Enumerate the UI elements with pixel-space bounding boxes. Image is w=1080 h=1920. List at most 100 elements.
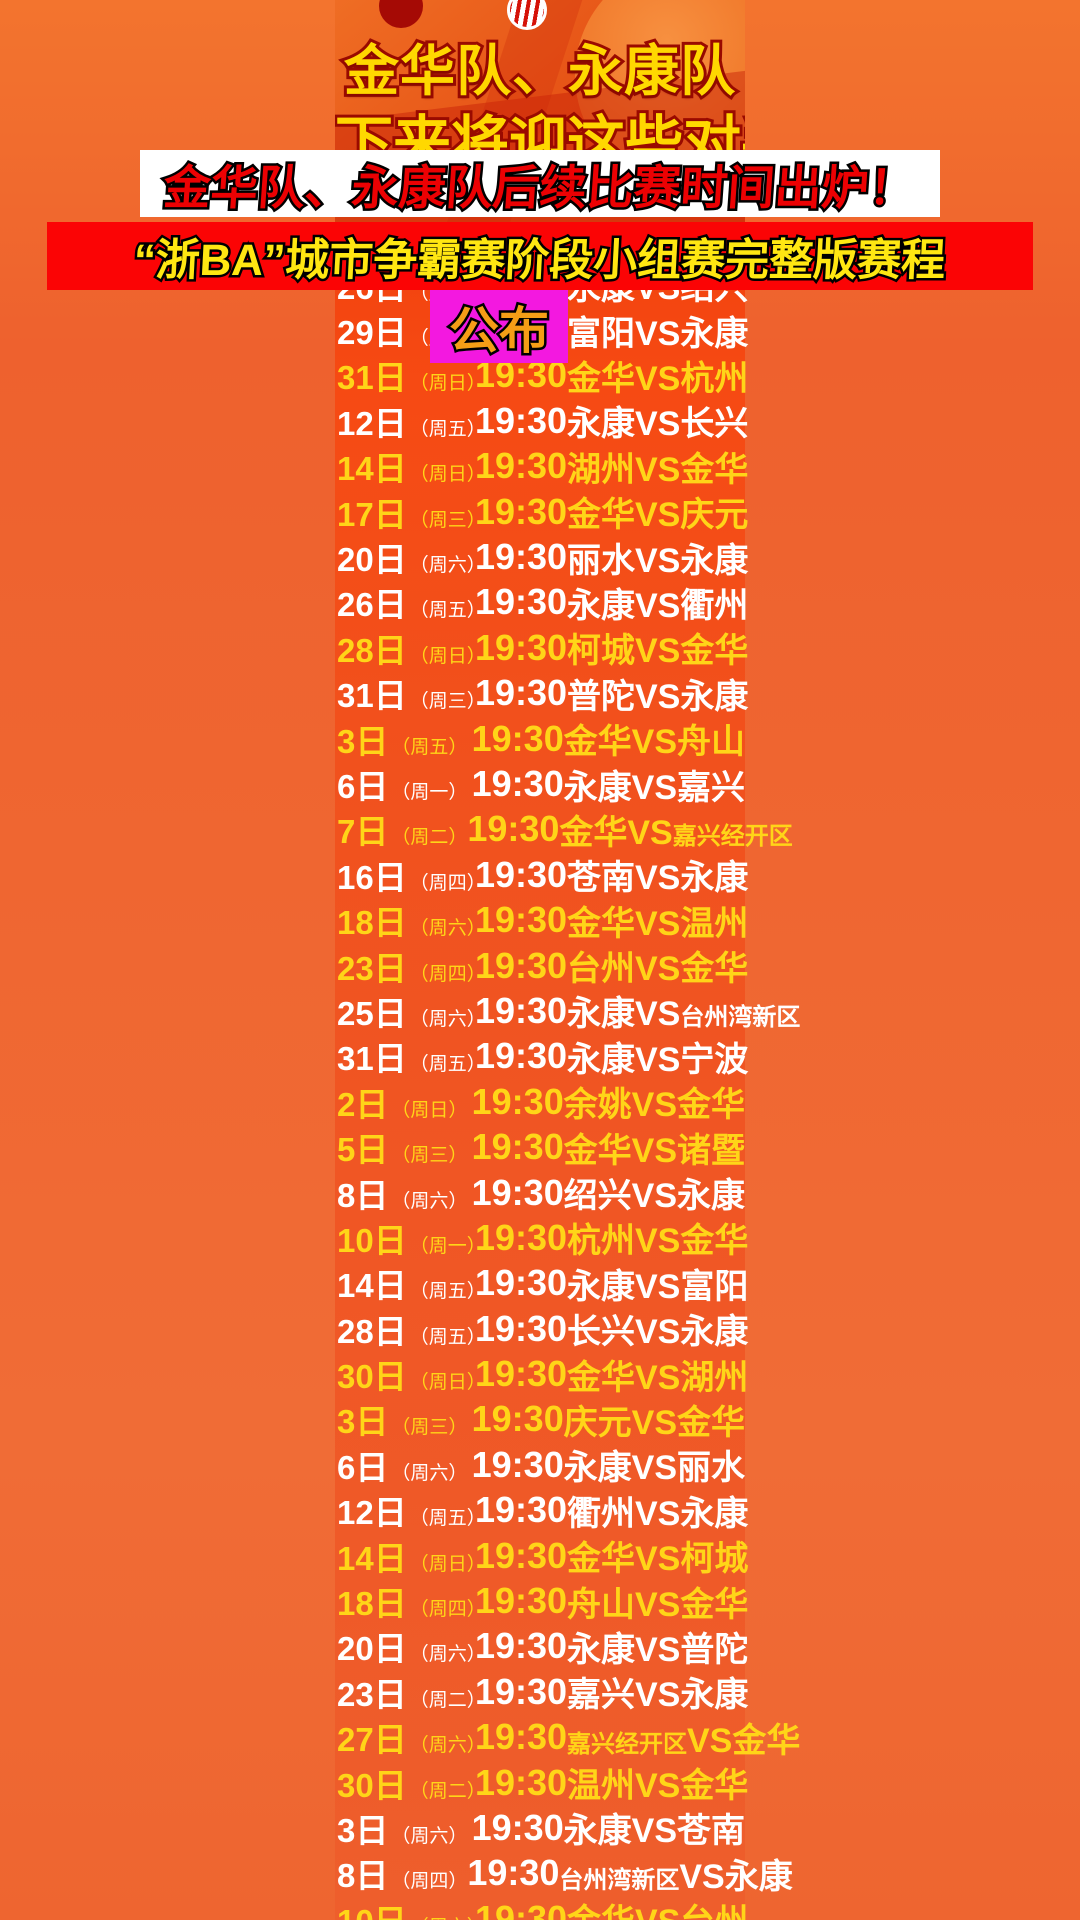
- schedule-row: 27日 （周六） 19:30 嘉兴经开区VS金华: [335, 1713, 800, 1761]
- match-date: 26日 （周五）: [337, 578, 486, 626]
- match-teams: 温州VS金华: [567, 1758, 748, 1807]
- match-date: 8日 （周六）: [337, 1169, 472, 1217]
- date-number: 28日: [337, 1312, 407, 1350]
- match-time: 19:30: [475, 536, 568, 578]
- date-weekday: （周日）: [409, 1553, 486, 1575]
- schedule-rows: 26日（周六） 19:30 永康VS绍兴 29日（周五） 19:30 富阳VS永…: [335, 262, 800, 1920]
- date-weekday: （周六）: [409, 555, 486, 577]
- match-teams: 金华VS杭州: [567, 351, 748, 400]
- date-number: 31日: [337, 359, 407, 397]
- match-time: 19:30: [475, 1534, 568, 1576]
- date-number: 18日: [337, 904, 407, 942]
- match-date: 14日 （周日）: [337, 442, 486, 490]
- match-teams: 金华VS柯城: [567, 1531, 748, 1580]
- match-teams: 永康VS台州湾新区: [567, 986, 800, 1035]
- schedule-row: 20日 （周六） 19:30 永康VS普陀: [335, 1622, 748, 1670]
- match-date: 31日 （周三）: [337, 669, 486, 717]
- match-date: 28日 （周五）: [337, 1305, 486, 1353]
- match-time: 19:30: [475, 1035, 568, 1077]
- team-name-segment: 台州VS金华: [567, 950, 749, 989]
- date-number: 16日: [337, 858, 407, 896]
- match-date: 14日 （周五）: [337, 1259, 486, 1307]
- schedule-row: 17日 （周三） 19:30 金华VS庆元: [335, 489, 749, 535]
- match-time: 19:30: [471, 1126, 564, 1168]
- match-time: 19:30: [467, 808, 560, 850]
- match-date: 6日 （周六）: [337, 1441, 472, 1489]
- date-weekday: （周四）: [409, 963, 486, 985]
- schedule-row: 16日 （周四） 19:30 苍南VS永康: [335, 852, 748, 898]
- date-number: 12日: [337, 404, 407, 442]
- match-teams: 绍兴VS永康: [564, 1168, 745, 1217]
- date-number: 20日: [337, 1630, 407, 1668]
- match-date: 20日 （周六）: [337, 1622, 486, 1670]
- match-teams: 永康VS宁波: [567, 1032, 748, 1081]
- match-date: 18日 （周四）: [337, 1577, 486, 1625]
- date-number: 17日: [337, 495, 407, 533]
- date-number: 6日: [337, 1448, 389, 1486]
- date-number: 7日: [337, 813, 389, 851]
- date-number: 10日: [337, 1895, 407, 1920]
- date-number: 23日: [337, 949, 407, 987]
- schedule-row: 30日 （周日） 19:30 金华VS湖州: [335, 1351, 748, 1397]
- date-number: 25日: [337, 994, 407, 1032]
- match-date: 10日（周六）: [337, 1895, 486, 1920]
- date-weekday: （周五）: [409, 600, 486, 622]
- match-time: 19:30: [475, 1216, 568, 1258]
- match-time: 19:30: [471, 762, 564, 804]
- schedule-row: 31日 （周五） 19:30 永康VS宁波: [335, 1032, 748, 1081]
- date-number: 18日: [337, 1585, 407, 1623]
- match-date: 27日 （周六）: [337, 1713, 486, 1761]
- date-weekday: （周日）: [409, 373, 486, 395]
- team-name-segment: 嘉兴经开区: [672, 822, 793, 850]
- match-date: 23日 （周二）: [337, 1668, 486, 1716]
- match-teams: 金华VS台州: [567, 1894, 748, 1920]
- team-name-segment: 嘉兴VS永康: [567, 1676, 749, 1715]
- match-time: 19:30: [475, 989, 568, 1031]
- match-date: 8日 （周四）: [337, 1849, 467, 1897]
- date-number: 20日: [337, 541, 407, 579]
- team-name-segment: 永康VS长兴: [567, 405, 749, 444]
- match-time: 19:30: [471, 1398, 564, 1440]
- date-number: 3日: [337, 722, 389, 760]
- date-weekday: （周一）: [391, 782, 468, 803]
- team-name-segment: 杭州VS金华: [567, 1222, 749, 1261]
- team-name-segment: 永康VS丽水: [563, 1449, 745, 1488]
- date-number: 5日: [337, 1131, 389, 1169]
- match-teams: 永康VS长兴: [567, 396, 748, 445]
- date-number: 29日: [337, 314, 407, 352]
- match-time: 19:30: [475, 1897, 568, 1920]
- date-number: 12日: [337, 1494, 407, 1532]
- match-time: 19:30: [475, 626, 568, 668]
- schedule-row: 8日 （周六） 19:30 绍兴VS永康: [335, 1168, 745, 1217]
- team-name-segment: 金华VS台州: [567, 1903, 748, 1920]
- date-number: 23日: [337, 1675, 407, 1713]
- schedule-row: 3日 （周五） 19:30 金华VS舟山: [335, 716, 745, 762]
- team-name-segment: 舟山VS金华: [567, 1585, 749, 1624]
- team-badge-icon: [507, 0, 547, 30]
- date-weekday: （周五）: [409, 418, 486, 440]
- team-name-segment: 金华VS庆元: [567, 496, 749, 535]
- schedule-row: 10日 （周一） 19:30 杭州VS金华: [335, 1215, 749, 1261]
- match-date: 25日 （周六）: [337, 987, 486, 1035]
- team-name-segment: 长兴VS永康: [567, 1313, 749, 1352]
- date-weekday: （周六）: [409, 1735, 486, 1757]
- match-date: 31日 （周五）: [337, 1032, 486, 1080]
- gongbu-text: 公布: [447, 300, 552, 361]
- date-weekday: （周四）: [409, 1599, 486, 1621]
- team-name-segment: 衢州VS永康: [567, 1494, 749, 1533]
- match-date: 18日 （周六）: [337, 896, 486, 944]
- date-weekday: （周三）: [409, 509, 486, 531]
- schedule-row: 23日 （周二） 19:30 嘉兴VS永康: [335, 1668, 749, 1716]
- match-date: 28日 （周日）: [337, 624, 486, 672]
- match-time: 19:30: [475, 853, 568, 895]
- match-teams: 金华VS温州: [567, 896, 748, 945]
- schedule-row: 25日 （周六） 19:30 永康VS台州湾新区: [335, 987, 800, 1035]
- match-date: 31日 （周日）: [337, 351, 486, 399]
- match-date: 3日 （周六）: [337, 1804, 472, 1852]
- match-time: 19:30: [471, 1443, 564, 1485]
- match-teams: 普陀VS永康: [567, 669, 748, 718]
- match-date: 23日 （周四）: [337, 942, 486, 990]
- team-name-segment: 金华VS舟山: [563, 723, 745, 762]
- team-name-segment: 永康VS宁波: [567, 1040, 749, 1079]
- date-number: 3日: [337, 1403, 389, 1441]
